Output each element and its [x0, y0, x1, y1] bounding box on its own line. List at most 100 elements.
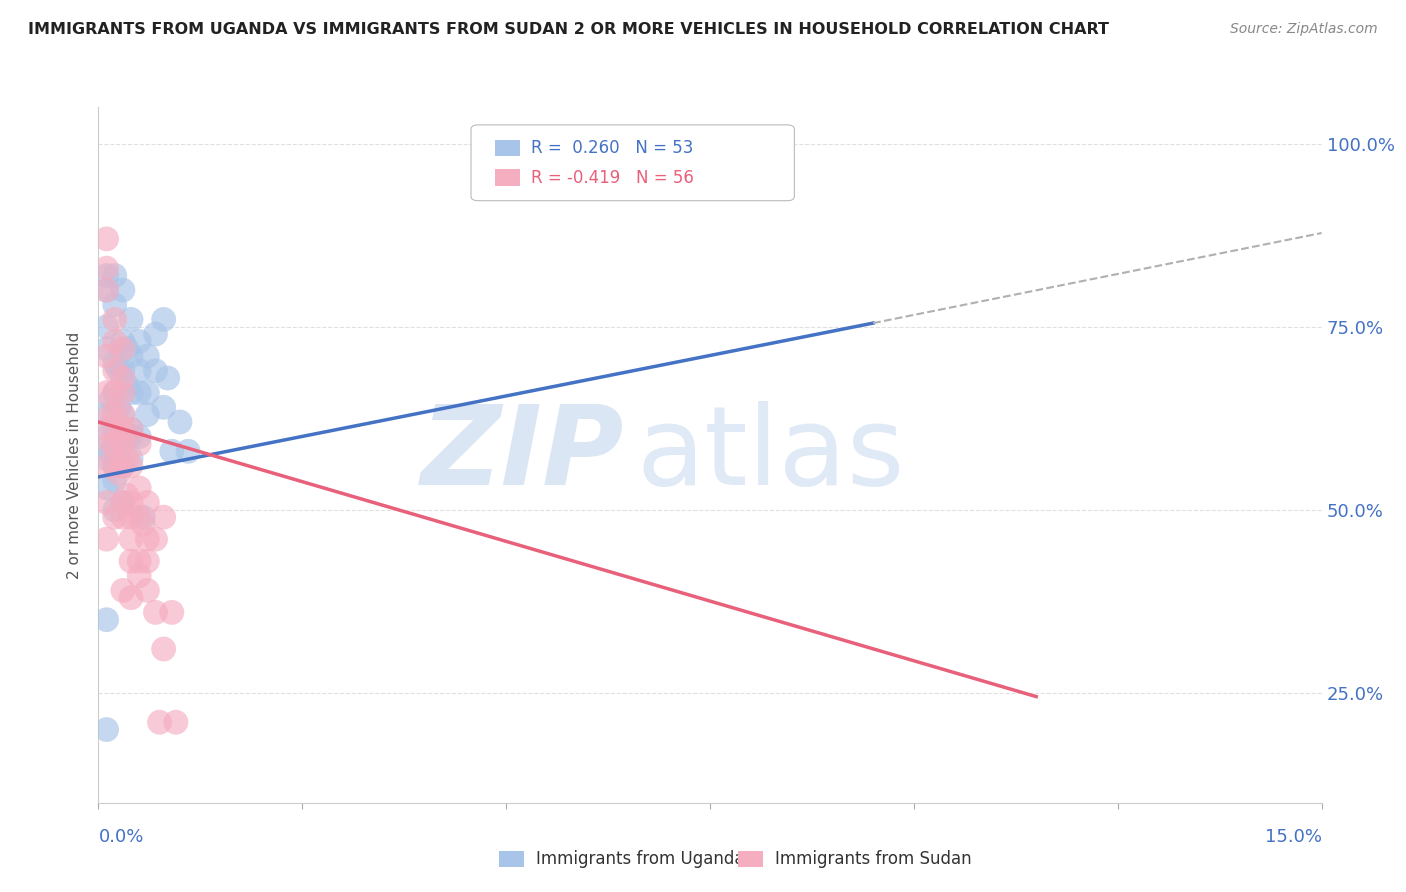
- Point: [132, 510, 155, 524]
- Point: [169, 415, 191, 429]
- Point: [96, 495, 118, 509]
- Point: [120, 429, 142, 443]
- Point: [136, 495, 159, 509]
- Point: [120, 349, 142, 363]
- Point: [115, 378, 138, 392]
- Point: [104, 474, 127, 488]
- Point: [96, 723, 118, 737]
- Text: Source: ZipAtlas.com: Source: ZipAtlas.com: [1230, 22, 1378, 37]
- Point: [104, 385, 127, 400]
- Point: [149, 715, 172, 730]
- Point: [96, 451, 118, 466]
- Point: [111, 342, 134, 356]
- Point: [120, 554, 142, 568]
- Point: [111, 437, 134, 451]
- Point: [120, 312, 142, 326]
- Text: 15.0%: 15.0%: [1264, 829, 1322, 847]
- Point: [96, 481, 118, 495]
- Point: [165, 715, 187, 730]
- Point: [145, 532, 167, 546]
- Point: [104, 408, 127, 422]
- Point: [111, 422, 134, 436]
- Point: [136, 554, 159, 568]
- Point: [120, 451, 142, 466]
- Point: [96, 283, 118, 297]
- Point: [96, 408, 118, 422]
- Text: IMMIGRANTS FROM UGANDA VS IMMIGRANTS FROM SUDAN 2 OR MORE VEHICLES IN HOUSEHOLD : IMMIGRANTS FROM UGANDA VS IMMIGRANTS FRO…: [28, 22, 1109, 37]
- Point: [128, 554, 150, 568]
- Point: [128, 385, 150, 400]
- Point: [104, 312, 127, 326]
- Point: [111, 583, 134, 598]
- Point: [96, 268, 118, 283]
- Point: [104, 437, 127, 451]
- Point: [96, 532, 118, 546]
- Point: [104, 503, 127, 517]
- Point: [136, 408, 159, 422]
- Point: [96, 429, 118, 443]
- Point: [104, 268, 127, 283]
- Point: [104, 334, 127, 349]
- Point: [96, 613, 118, 627]
- Point: [128, 429, 150, 443]
- Point: [136, 385, 159, 400]
- Point: [115, 342, 138, 356]
- Point: [96, 261, 118, 276]
- Point: [111, 458, 134, 473]
- Point: [104, 422, 127, 436]
- Point: [111, 371, 134, 385]
- Point: [128, 334, 150, 349]
- Point: [120, 422, 142, 436]
- Point: [132, 517, 155, 532]
- Point: [100, 444, 122, 458]
- Y-axis label: 2 or more Vehicles in Household: 2 or more Vehicles in Household: [67, 331, 83, 579]
- Point: [120, 422, 142, 436]
- Point: [111, 408, 134, 422]
- Point: [145, 327, 167, 342]
- Point: [120, 458, 142, 473]
- Point: [128, 364, 150, 378]
- Point: [104, 364, 127, 378]
- Point: [104, 510, 127, 524]
- Point: [104, 385, 127, 400]
- Point: [111, 437, 134, 451]
- Point: [152, 642, 174, 657]
- Point: [177, 444, 200, 458]
- Point: [136, 349, 159, 363]
- Text: R =  0.260   N = 53: R = 0.260 N = 53: [531, 139, 693, 157]
- Point: [152, 510, 174, 524]
- Point: [104, 458, 127, 473]
- Point: [104, 298, 127, 312]
- Point: [115, 451, 138, 466]
- Point: [111, 334, 134, 349]
- Text: Immigrants from Uganda: Immigrants from Uganda: [536, 850, 744, 868]
- Point: [120, 385, 142, 400]
- Point: [136, 532, 159, 546]
- Point: [96, 458, 118, 473]
- Point: [111, 510, 134, 524]
- Point: [136, 583, 159, 598]
- Point: [96, 422, 118, 436]
- Point: [160, 444, 183, 458]
- Point: [96, 342, 118, 356]
- Text: atlas: atlas: [637, 401, 905, 508]
- Point: [108, 401, 131, 415]
- Text: 0.0%: 0.0%: [98, 829, 143, 847]
- Point: [111, 385, 134, 400]
- Point: [128, 510, 150, 524]
- Text: R = -0.419   N = 56: R = -0.419 N = 56: [531, 169, 695, 186]
- Point: [111, 495, 134, 509]
- Point: [111, 283, 134, 297]
- Point: [145, 606, 167, 620]
- Point: [128, 568, 150, 582]
- Text: Immigrants from Sudan: Immigrants from Sudan: [775, 850, 972, 868]
- Point: [111, 458, 134, 473]
- Point: [115, 488, 138, 502]
- Point: [156, 371, 179, 385]
- Point: [100, 437, 122, 451]
- Point: [120, 591, 142, 605]
- Point: [152, 312, 174, 326]
- Point: [96, 349, 118, 363]
- Point: [108, 422, 131, 436]
- Point: [152, 401, 174, 415]
